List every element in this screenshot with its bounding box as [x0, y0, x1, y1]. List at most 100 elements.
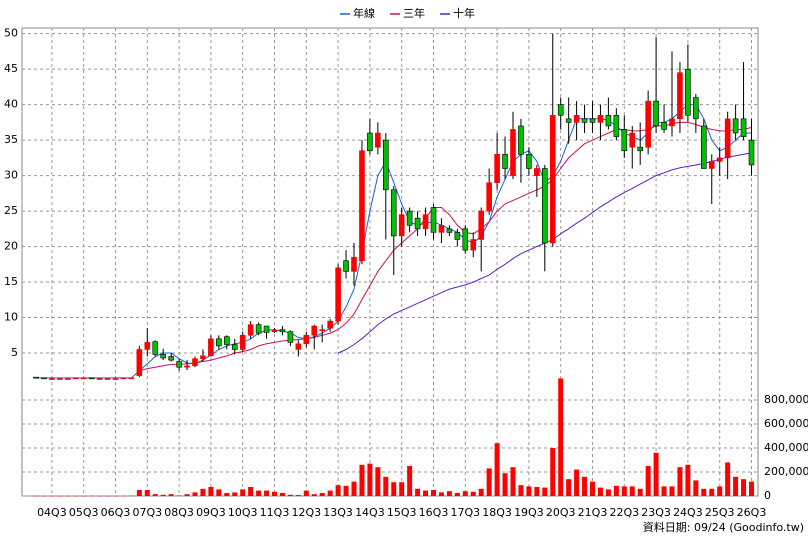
volume-bar [502, 473, 508, 496]
volume-bar [526, 486, 532, 496]
y-tick-label: 10 [4, 311, 18, 324]
volume-bar [669, 486, 675, 496]
volume-bar [423, 490, 429, 496]
legend-label: 十年 [453, 6, 475, 20]
volume-bar [486, 468, 492, 496]
candle-body [247, 324, 254, 336]
candle-body [669, 118, 675, 127]
candle-body [279, 329, 286, 333]
volume-bar [319, 493, 325, 496]
volume-bar [327, 490, 333, 496]
legend-label: 年線 [353, 6, 375, 20]
candle-body [693, 97, 699, 120]
candle-body [645, 100, 651, 148]
volume-bar [128, 495, 134, 497]
x-tick-label: 25Q3 [705, 506, 735, 519]
candle-body [359, 150, 365, 262]
volume-bar [510, 467, 516, 496]
candle-body [216, 338, 222, 347]
volume-bar [550, 448, 556, 496]
y-tick-label: 35 [4, 133, 18, 146]
x-tick-label: 05Q3 [69, 506, 99, 519]
candle-body [112, 378, 119, 380]
volume-bar [717, 486, 723, 496]
candle-body [653, 100, 659, 127]
x-tick-label: 08Q3 [164, 506, 194, 519]
candle-body [494, 154, 500, 184]
volume-bar [335, 485, 341, 496]
candle-body [239, 334, 246, 350]
candle-body [549, 114, 556, 244]
volume-bar [57, 495, 63, 497]
volume-bar [478, 488, 484, 496]
x-tick-label: 24Q3 [673, 506, 703, 519]
y-tick-label: 25 [4, 204, 18, 217]
y2-tick-label: 400,000 [764, 441, 808, 454]
volume-bar [359, 464, 365, 496]
volume-bar [574, 469, 580, 496]
candle-body [621, 129, 628, 152]
candle-body [629, 132, 636, 148]
candle-body [438, 224, 445, 233]
volume-bar [184, 494, 190, 496]
volume-bar [343, 485, 349, 496]
candle-body [144, 342, 151, 350]
candle-body [49, 378, 55, 380]
volume-bar [725, 462, 731, 496]
volume-bar [97, 495, 103, 497]
volume-bar [407, 466, 413, 496]
x-tick-label: 21Q3 [578, 506, 608, 519]
candle-body [478, 210, 485, 240]
candle-body [367, 132, 373, 152]
volume-bar [661, 486, 667, 496]
x-tick-label: 04Q3 [37, 506, 67, 519]
volume-bar [81, 495, 87, 497]
candle-body [700, 125, 707, 169]
candle-body [200, 355, 206, 359]
candle-body [597, 114, 604, 123]
candle-body [72, 377, 79, 380]
volume-bar [582, 476, 588, 496]
volume-bar [438, 492, 444, 496]
y-tick-label: 45 [4, 62, 18, 75]
candle-body [303, 334, 310, 345]
candle-body [613, 114, 620, 137]
volume-bar [136, 490, 142, 496]
candle-body [152, 341, 159, 355]
candle-body [446, 228, 453, 233]
volume-bar [462, 491, 468, 496]
candle-body [168, 356, 174, 361]
volume-bar [240, 489, 246, 496]
legend-label: 三年 [403, 6, 425, 20]
y-tick-label: 40 [4, 98, 18, 111]
candle-body [526, 154, 532, 169]
candle-body [390, 189, 397, 237]
candle-body [96, 378, 103, 380]
x-tick-label: 22Q3 [609, 506, 639, 519]
candle-body [502, 154, 508, 169]
candle-body [120, 377, 127, 380]
x-tick-label: 10Q3 [228, 506, 258, 519]
volume-bar [685, 464, 691, 496]
candle-body [581, 118, 588, 123]
volume-bar [160, 494, 166, 496]
candle-body [406, 210, 413, 226]
volume-bar [741, 479, 747, 496]
volume-bar [168, 494, 174, 496]
candle-body [661, 122, 667, 130]
candle-body [382, 139, 389, 191]
volume-bar [351, 481, 357, 496]
candle-body [510, 129, 516, 176]
volume-bar [248, 487, 254, 496]
volume-bar [152, 494, 158, 496]
x-tick-label: 16Q3 [419, 506, 449, 519]
volume-bar [383, 476, 389, 496]
volume-bar [446, 491, 452, 496]
x-tick-label: 23Q3 [641, 506, 671, 519]
candle-body [518, 125, 524, 155]
x-tick-label: 11Q3 [260, 506, 290, 519]
volume-bar [33, 495, 39, 497]
volume-bar [303, 490, 309, 496]
volume-bar [391, 482, 397, 496]
